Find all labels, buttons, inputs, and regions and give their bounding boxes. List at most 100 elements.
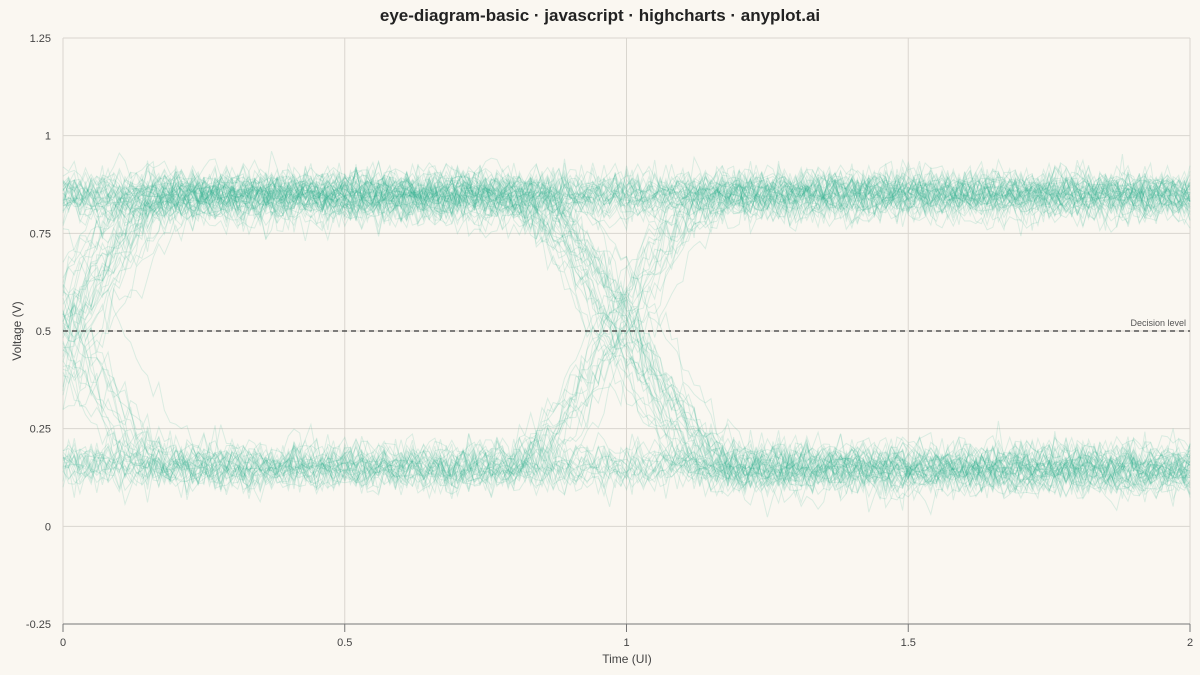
eye-trace [62, 169, 1191, 488]
eye-trace [62, 162, 1191, 479]
y-tick-label: 0 [45, 521, 51, 533]
eye-trace [62, 171, 1191, 495]
eye-trace [62, 438, 1191, 492]
eye-trace [62, 177, 1191, 493]
eye-trace [62, 172, 1191, 498]
eye-trace [62, 172, 1191, 396]
eye-trace [62, 165, 1191, 331]
eye-trace [62, 171, 1191, 495]
eye-trace [62, 175, 1191, 491]
eye-trace [62, 165, 1191, 492]
eye-trace [62, 190, 1191, 330]
eye-trace [62, 177, 1191, 371]
eye-trace [62, 158, 1191, 485]
eye-trace [62, 175, 1191, 494]
eye-trace [62, 179, 1191, 502]
eye-trace [62, 172, 1191, 231]
eye-trace [62, 341, 1191, 499]
eye-trace [62, 164, 1191, 225]
y-tick-label: 0.5 [36, 326, 51, 338]
x-tick-label: 2 [1187, 637, 1193, 649]
eye-trace [62, 183, 1191, 505]
eye-trace [62, 369, 1191, 487]
eye-trace [62, 166, 1191, 495]
eye-trace [62, 166, 1191, 491]
eye-trace [62, 436, 1191, 499]
x-tick-label: 0.5 [337, 637, 352, 649]
eye-trace [62, 155, 1191, 213]
eye-trace [62, 167, 1191, 486]
eye-trace [62, 168, 1191, 322]
eye-trace [62, 162, 1191, 491]
eye-trace [62, 165, 1191, 217]
eye-trace [62, 175, 1191, 490]
eye-trace [62, 175, 1191, 486]
eye-trace [62, 181, 1191, 497]
eye-trace [62, 186, 1191, 513]
eye-trace [62, 182, 1191, 505]
x-tick-label: 1 [623, 637, 629, 649]
eye-trace [62, 438, 1191, 492]
eye-trace [62, 166, 1191, 295]
eye-trace [62, 181, 1191, 392]
eye-trace [62, 420, 1191, 479]
eye-trace [62, 168, 1191, 489]
eye-trace [62, 309, 1191, 495]
eye-trace [62, 163, 1191, 218]
eye-trace [62, 168, 1191, 288]
eye-trace [63, 172, 1191, 487]
eye-trace [62, 375, 1191, 494]
eye-trace [62, 442, 1191, 489]
axes [62, 623, 1191, 632]
eye-trace [62, 165, 1191, 489]
eye-trace [62, 431, 1191, 493]
eye-trace [62, 368, 1191, 498]
eye-trace [62, 171, 1191, 495]
eye-trace [62, 302, 1191, 497]
eye-trace [62, 166, 1191, 498]
eye-trace [62, 165, 1191, 491]
eye-trace [62, 184, 1191, 240]
eye-trace [62, 172, 1191, 506]
eye-trace [62, 161, 1191, 485]
y-tick-label: 1 [45, 131, 51, 143]
y-tick-label: 1.25 [30, 33, 51, 45]
eye-trace [62, 180, 1191, 501]
eye-trace [62, 163, 1191, 494]
eye-trace [62, 151, 1191, 199]
eye-trace [62, 168, 1191, 318]
eye-trace [62, 159, 1191, 474]
eye-trace [62, 158, 1191, 222]
eye-trace [62, 174, 1191, 499]
y-tick-label: 0.75 [30, 228, 51, 240]
x-tick-label: 1.5 [901, 637, 916, 649]
reference-layer: Decision level [63, 318, 1190, 332]
eye-trace [62, 433, 1191, 489]
eye-trace [62, 161, 1191, 297]
eye-trace [62, 169, 1191, 341]
eye-trace [62, 160, 1191, 223]
eye-trace [62, 176, 1191, 504]
eye-trace [62, 431, 1191, 494]
decision-level-label: Decision level [1130, 318, 1186, 328]
eye-trace [62, 441, 1191, 498]
eye-trace [62, 349, 1191, 490]
y-axis-label: Voltage (V) [10, 301, 24, 360]
eye-trace [62, 166, 1191, 219]
trace-layer [62, 151, 1191, 518]
chart-title: eye-diagram-basic · javascript · highcha… [380, 6, 820, 25]
eye-trace [62, 175, 1191, 230]
eye-trace [62, 175, 1191, 496]
eye-trace [62, 159, 1191, 211]
eye-trace [62, 179, 1191, 491]
eye-trace [62, 181, 1191, 500]
eye-trace [62, 200, 1191, 518]
eye-trace [62, 174, 1191, 494]
eye-trace [62, 177, 1191, 233]
eye-trace [62, 163, 1191, 216]
x-tick-labels: 0 0.5 1 1.5 2 [60, 637, 1193, 649]
y-tick-label: -0.25 [26, 619, 51, 631]
x-axis-label: Time (UI) [602, 652, 652, 666]
